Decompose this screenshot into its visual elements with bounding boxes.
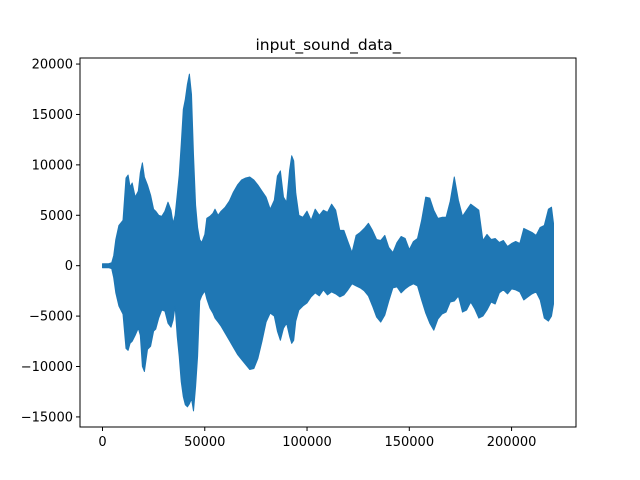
x-tick-label: 0 <box>98 435 106 450</box>
y-tick-label: 5000 <box>40 209 73 224</box>
y-tick-label: −10000 <box>21 360 73 375</box>
x-tick-label: 50000 <box>184 435 225 450</box>
axes-frame <box>79 57 577 428</box>
x-tick-label: 150000 <box>384 435 434 450</box>
plot-area <box>102 73 554 412</box>
x-tick-label: 100000 <box>282 435 332 450</box>
axes: 0 50000 100000 150000 200000−15000−10000−500… <box>21 57 577 450</box>
x-tick-label: 200000 <box>487 435 537 450</box>
y-tick-label: 0 <box>65 259 73 274</box>
y-tick-label: −15000 <box>21 410 73 425</box>
waveform-series-0 <box>102 73 554 412</box>
y-tick-label: 20000 <box>32 58 73 73</box>
y-tick-label: 10000 <box>32 158 73 173</box>
y-tick-label: 15000 <box>32 108 73 123</box>
chart-title: input_sound_data_ <box>255 36 400 55</box>
y-tick-label: −5000 <box>29 310 73 325</box>
